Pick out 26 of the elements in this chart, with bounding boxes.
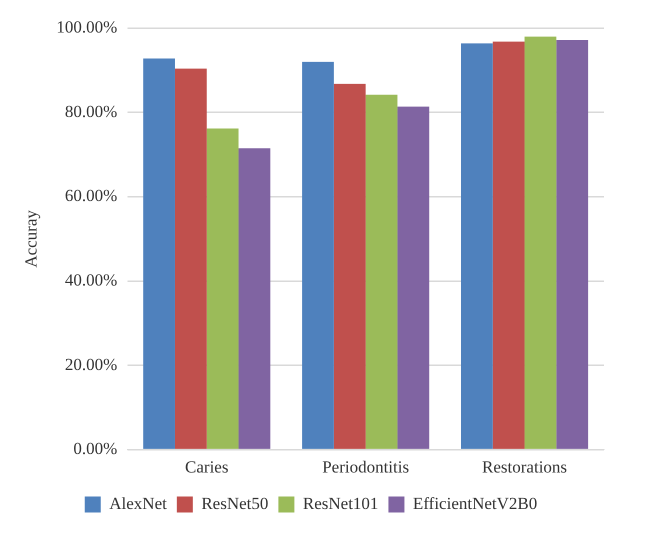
y-tick-label: 80.00%	[64, 102, 118, 121]
bar	[460, 43, 493, 449]
x-tick-label: Restorations	[482, 457, 568, 476]
bar	[492, 42, 525, 449]
legend-label: ResNet101	[302, 494, 378, 513]
y-tick-label: 60.00%	[64, 186, 118, 206]
x-tick-label: Periodontitis	[322, 457, 410, 476]
bar	[238, 148, 270, 449]
bar	[143, 58, 175, 449]
bar	[334, 84, 366, 449]
legend-label: AlexNet	[109, 494, 168, 513]
y-tick-label: 20.00%	[64, 354, 118, 374]
legend-label: EfficientNetV2B0	[412, 494, 538, 513]
y-tick-label: 40.00%	[64, 270, 118, 290]
bar	[524, 36, 556, 449]
bar	[366, 94, 398, 449]
bar	[174, 68, 207, 449]
y-axis-title: Accuray	[22, 210, 41, 268]
y-tick-label: 0.00%	[73, 439, 118, 458]
y-tick-label: 100.00%	[56, 18, 118, 37]
legend-label: ResNet50	[201, 494, 268, 513]
bar	[397, 106, 430, 449]
bar	[206, 128, 239, 449]
x-tick-label: Caries	[185, 457, 228, 476]
bar	[302, 62, 334, 449]
bar	[556, 40, 588, 449]
